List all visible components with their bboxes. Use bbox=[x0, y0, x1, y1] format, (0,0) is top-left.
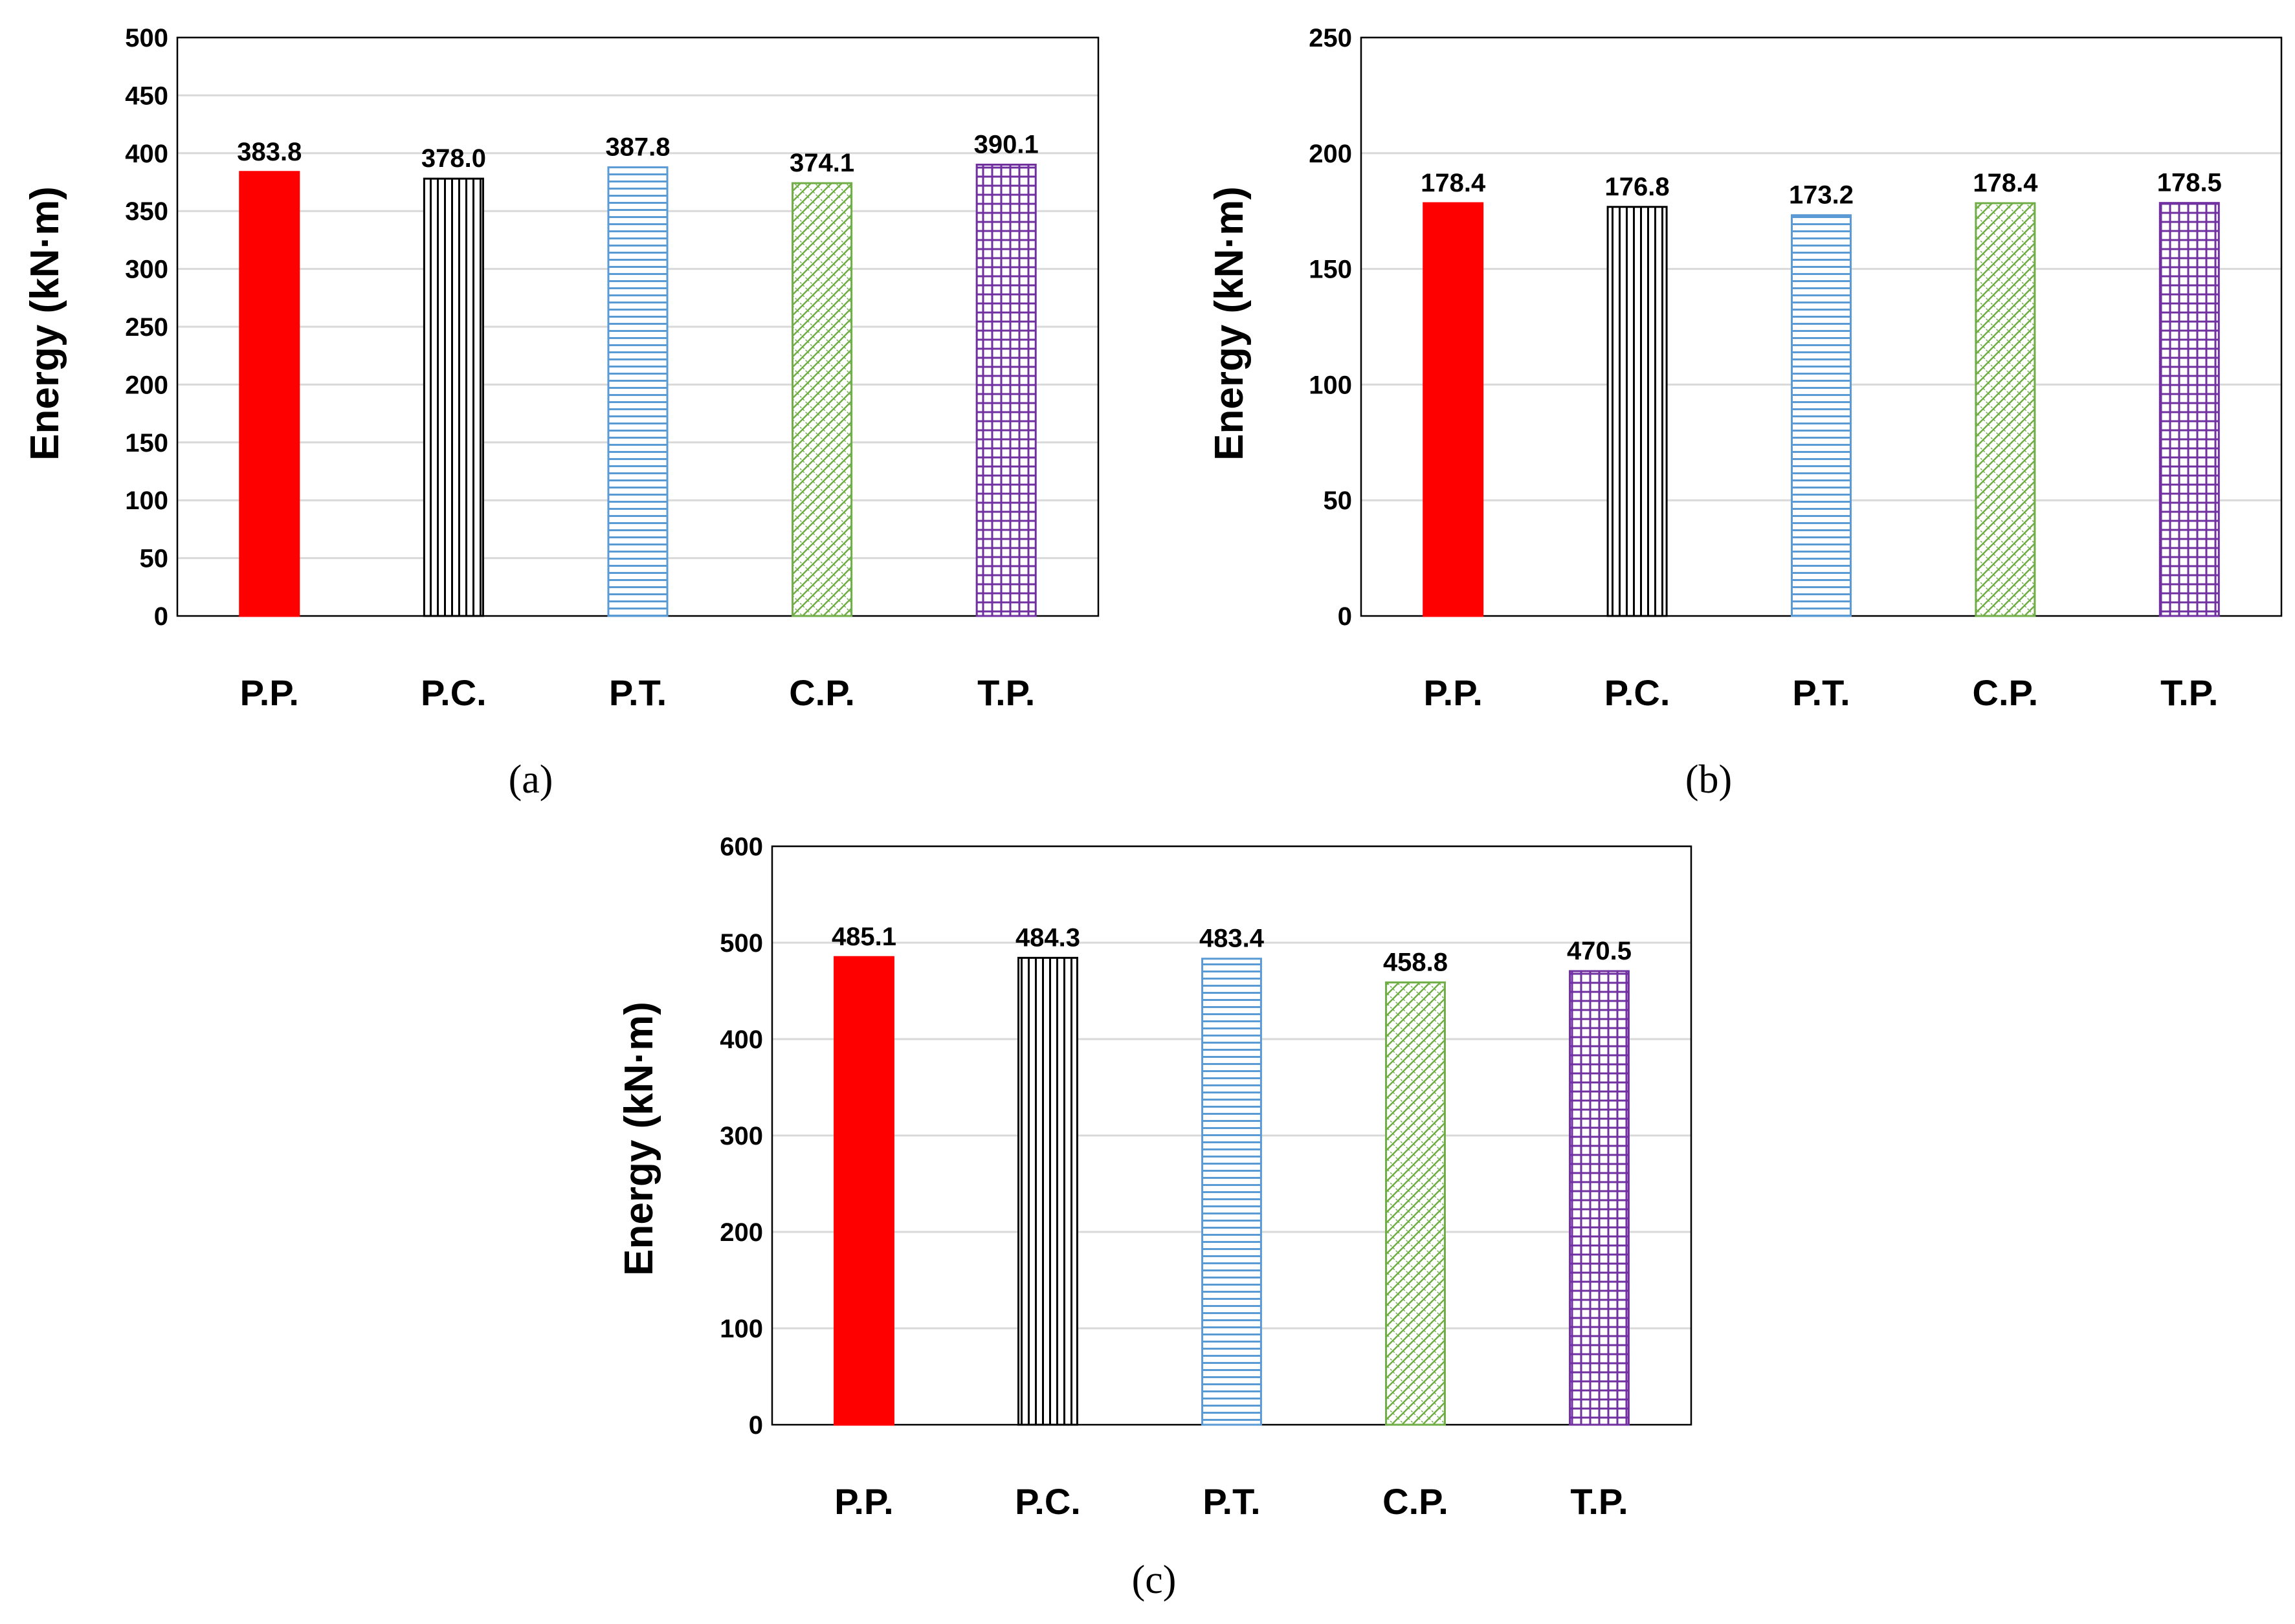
x-category-label-b: P.T. bbox=[1792, 672, 1850, 713]
panel-caption-a: (a) bbox=[509, 758, 553, 802]
chart-panel-a: (a) Energy (kN·m) 0 50 100 150 200 250 300 350 4… bbox=[23, 24, 1100, 802]
y-tick-label-a: 100 bbox=[125, 487, 168, 515]
bar-a-pt bbox=[607, 166, 669, 617]
x-category-label-b: C.P. bbox=[1973, 672, 2039, 713]
data-label-a: 378.0 bbox=[421, 144, 486, 173]
bar-b-pt bbox=[1790, 214, 1852, 617]
x-category-label-c: P.P. bbox=[834, 1481, 893, 1522]
y-axis-label-b: Energy (kN·m) bbox=[1207, 186, 1252, 461]
bar-b-cp bbox=[1975, 202, 2036, 617]
bar-b-tp bbox=[2158, 202, 2220, 617]
x-category-label-b: P.C. bbox=[1604, 672, 1670, 713]
data-label-b: 178.4 bbox=[1973, 169, 2038, 197]
bar-c-pt bbox=[1201, 958, 1262, 1426]
data-label-a: 390.1 bbox=[974, 131, 1039, 159]
x-category-label-a: T.P. bbox=[977, 672, 1035, 713]
y-tick-label-c: 500 bbox=[720, 929, 763, 958]
y-tick-label-a: 450 bbox=[125, 82, 168, 110]
x-category-label-c: C.P. bbox=[1382, 1481, 1448, 1522]
y-tick-label-a: 500 bbox=[125, 24, 168, 52]
chart-panel-c: (c) Energy (kN·m) 0 100 200 300 400 500 600 485… bbox=[617, 833, 1692, 1602]
y-tick-label-c: 600 bbox=[720, 833, 763, 861]
x-category-label-c: P.T. bbox=[1203, 1481, 1260, 1522]
x-category-label-a: P.P. bbox=[240, 672, 299, 713]
x-category-label-a: P.C. bbox=[421, 672, 487, 713]
y-tick-label-a: 50 bbox=[140, 545, 169, 573]
y-tick-label-b: 50 bbox=[1324, 487, 1353, 515]
y-tick-label-c: 300 bbox=[720, 1122, 763, 1150]
y-tick-label-c: 0 bbox=[749, 1411, 763, 1440]
y-tick-label-b: 0 bbox=[1338, 602, 1352, 631]
x-category-label-c: T.P. bbox=[1570, 1481, 1628, 1522]
data-label-b: 176.8 bbox=[1605, 173, 1670, 201]
y-tick-label-a: 0 bbox=[154, 602, 168, 631]
y-tick-label-b: 150 bbox=[1309, 256, 1352, 284]
y-tick-label-b: 250 bbox=[1309, 24, 1352, 52]
y-tick-label-c: 100 bbox=[720, 1315, 763, 1343]
bar-a-tp bbox=[975, 164, 1037, 617]
bar-c-pc bbox=[1017, 956, 1078, 1426]
x-category-label-b: T.P. bbox=[2160, 672, 2218, 713]
data-label-a: 374.1 bbox=[790, 149, 854, 177]
data-label-c: 470.5 bbox=[1567, 937, 1632, 965]
bar-b-pp bbox=[1423, 202, 1484, 617]
y-tick-label-a: 150 bbox=[125, 429, 168, 457]
x-category-label-a: C.P. bbox=[789, 672, 855, 713]
y-axis-label-a: Energy (kN·m) bbox=[23, 186, 67, 461]
data-label-c: 483.4 bbox=[1199, 925, 1265, 953]
x-category-label-c: P.C. bbox=[1015, 1481, 1081, 1522]
data-label-b: 173.2 bbox=[1789, 181, 1854, 210]
bar-c-tp bbox=[1569, 970, 1630, 1426]
y-tick-label-a: 350 bbox=[125, 197, 168, 226]
y-tick-label-b: 100 bbox=[1309, 371, 1352, 399]
bar-c-cp bbox=[1385, 981, 1446, 1426]
data-label-c: 458.8 bbox=[1383, 948, 1448, 976]
bar-c-pp bbox=[834, 956, 894, 1426]
data-label-b: 178.5 bbox=[2157, 169, 2222, 197]
x-category-label-a: P.T. bbox=[609, 672, 667, 713]
data-label-b: 178.4 bbox=[1421, 169, 1486, 197]
x-category-label-b: P.P. bbox=[1424, 672, 1483, 713]
bar-a-pp bbox=[239, 171, 300, 617]
bar-a-cp bbox=[792, 182, 853, 617]
y-tick-label-c: 400 bbox=[720, 1026, 763, 1054]
y-axis-label-c: Energy (kN·m) bbox=[617, 1002, 661, 1276]
chart-panel-b: (b) Energy (kN·m) 0 50 100 150 200 250 178.4 P.… bbox=[1207, 24, 2283, 802]
data-label-c: 485.1 bbox=[832, 923, 896, 951]
panel-caption-c: (c) bbox=[1132, 1558, 1177, 1602]
y-tick-label-a: 200 bbox=[125, 371, 168, 399]
data-label-c: 484.3 bbox=[1015, 923, 1080, 952]
data-label-a: 387.8 bbox=[605, 133, 670, 162]
y-tick-label-a: 300 bbox=[125, 256, 168, 284]
y-tick-label-a: 400 bbox=[125, 140, 168, 168]
y-tick-label-a: 250 bbox=[125, 313, 168, 342]
bar-b-pc bbox=[1606, 206, 1668, 617]
bar-a-pc bbox=[423, 177, 484, 617]
y-tick-label-c: 200 bbox=[720, 1218, 763, 1247]
y-tick-label-b: 200 bbox=[1309, 140, 1352, 168]
data-label-a: 383.8 bbox=[237, 138, 302, 166]
panel-caption-b: (b) bbox=[1685, 758, 1732, 802]
